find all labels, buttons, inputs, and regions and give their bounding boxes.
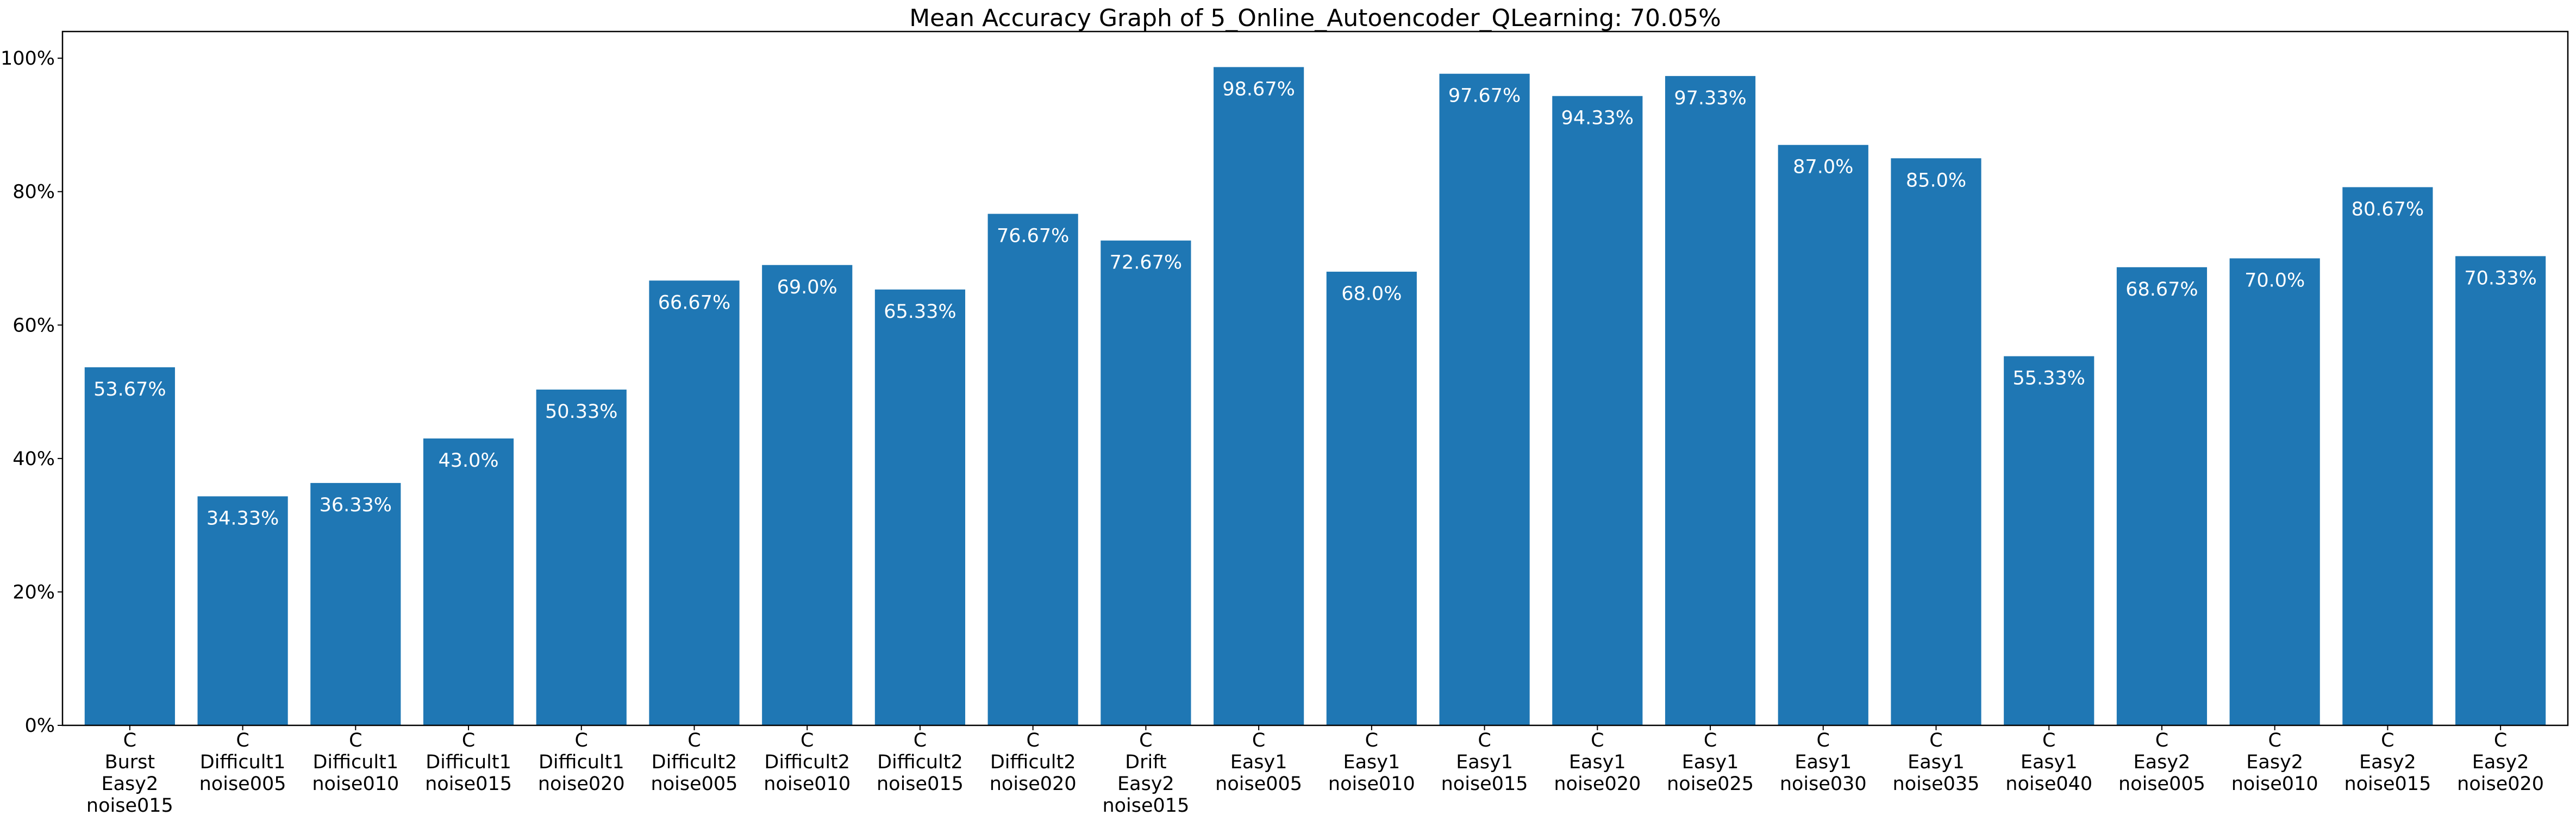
x-tick-label: C Easy2 noise005 (2118, 730, 2205, 795)
bar-value-label: 85.0% (1906, 170, 1966, 191)
bar-value-label: 76.67% (997, 225, 1069, 247)
bar-value-label: 69.0% (777, 277, 837, 298)
x-tick-label: C Easy2 noise010 (2231, 730, 2318, 795)
y-tick-label: 20% (12, 581, 55, 603)
bar (1665, 76, 1756, 725)
x-tick-label: C Difficult1 noise005 (199, 730, 286, 795)
y-tick-label: 0% (24, 715, 55, 737)
bar-value-label: 66.67% (658, 292, 730, 314)
bar (536, 390, 627, 725)
bar-value-label: 97.67% (1448, 85, 1521, 107)
bar-value-label: 98.67% (1222, 78, 1295, 100)
bar-value-label: 36.33% (320, 494, 392, 516)
bar (423, 438, 514, 725)
x-tick-label: C Difficult2 noise015 (877, 730, 964, 795)
bar (310, 482, 401, 725)
bar-labels-layer: 53.67% 34.33% 36.33% 43.0% 50.33% 66.67% 69.0%… (93, 78, 2537, 529)
bar (649, 280, 740, 725)
bar-value-label: 70.0% (2244, 269, 2305, 291)
x-tick-label: C Easy1 noise035 (1893, 730, 1980, 795)
bar-value-label: 65.33% (884, 301, 956, 323)
x-tick-label: C Easy1 noise030 (1780, 730, 1867, 795)
bar-value-label: 87.0% (1793, 156, 1853, 178)
bar-value-label: 68.0% (1341, 283, 1402, 305)
x-tick-label: C Easy2 noise015 (2344, 730, 2431, 795)
x-tick-label: C Difficult2 noise010 (764, 730, 851, 795)
plot-frame (61, 30, 2569, 726)
x-tick-label: C Drift Easy2 noise015 (1102, 730, 1189, 815)
bar-value-label: 70.33% (2464, 267, 2536, 289)
y-tick-label: 80% (12, 181, 55, 203)
y-tick-label: 100% (1, 48, 55, 70)
bar-value-label: 43.0% (438, 450, 498, 472)
x-tick-label: C Easy1 noise040 (2005, 730, 2092, 795)
x-tick-label: C Difficult2 noise020 (990, 730, 1077, 795)
bar (1778, 145, 1868, 725)
x-tick-label: C Easy1 noise025 (1667, 730, 1754, 795)
bar-value-label: 97.33% (1674, 87, 1746, 109)
y-axis: 0% 20% 40% 60% 80% 100% (1, 48, 62, 737)
bar (1326, 272, 1417, 725)
bar (2229, 258, 2320, 726)
x-tick-label: C Easy1 noise015 (1441, 730, 1528, 795)
bar (874, 289, 966, 725)
bar (2004, 356, 2094, 725)
bars-layer (84, 67, 2546, 726)
bar-value-label: 50.33% (545, 401, 617, 423)
bar (197, 496, 288, 725)
bar-value-label: 53.67% (93, 379, 166, 400)
x-tick-label: C Easy1 noise005 (1215, 730, 1302, 795)
x-tick-label: C Difficult1 noise020 (538, 730, 625, 795)
x-tick-label: C Easy1 noise010 (1328, 730, 1415, 795)
bar-value-label: 80.67% (2352, 198, 2424, 220)
bar (2342, 187, 2433, 726)
x-axis: C Burst Easy2 noise015 C Difficult1 noise005 C D… (86, 725, 2544, 815)
bar (2116, 267, 2208, 725)
bar (987, 214, 1078, 726)
bar-value-label: 94.33% (1561, 108, 1634, 129)
bar-value-label: 55.33% (2012, 368, 2085, 390)
chart-title: Mean Accuracy Graph of 5_Online_Autoenco… (909, 4, 1721, 32)
x-tick-label: C Burst Easy2 noise015 (86, 730, 173, 815)
bar-value-label: 72.67% (1110, 252, 1182, 274)
bar (1439, 73, 1530, 726)
bar (1552, 96, 1643, 726)
bar (84, 367, 175, 725)
y-tick-label: 60% (12, 315, 55, 336)
x-tick-label: C Difficult2 noise005 (651, 730, 738, 795)
x-tick-label: C Difficult1 noise015 (425, 730, 512, 795)
y-tick-label: 40% (12, 448, 55, 470)
bar (762, 265, 853, 725)
x-tick-label: C Easy1 noise020 (1554, 730, 1641, 795)
bar (2455, 256, 2546, 725)
x-tick-label: C Easy2 noise020 (2457, 730, 2544, 795)
bar (1891, 158, 1981, 725)
bar (1214, 67, 1304, 726)
bar (1101, 240, 1191, 725)
x-tick-label: C Difficult1 noise010 (312, 730, 399, 795)
bar-value-label: 34.33% (207, 507, 279, 529)
bar-value-label: 68.67% (2125, 279, 2198, 300)
